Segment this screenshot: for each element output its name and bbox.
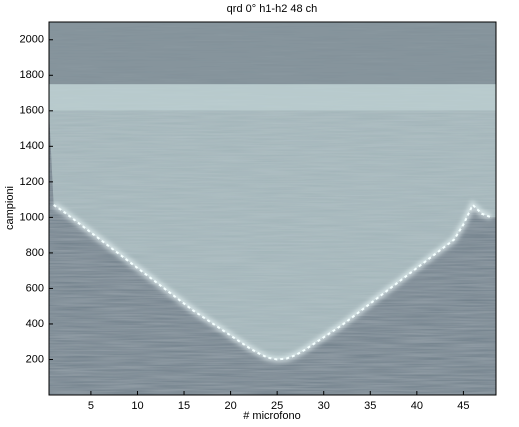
y-tick-label: 200 (26, 353, 44, 365)
y-tick-label: 1800 (20, 69, 44, 81)
y-tick-label: 1600 (20, 105, 44, 117)
y-tick-label: 800 (26, 247, 44, 259)
y-axis-label: campioni (4, 186, 16, 230)
y-tick-label: 400 (26, 318, 44, 330)
chart-title: qrd 0° h1-h2 48 ch (227, 3, 318, 15)
plot-area (49, 22, 496, 395)
x-tick-label: 35 (364, 400, 376, 412)
curve (53, 203, 492, 361)
x-tick-label: 15 (178, 400, 190, 412)
y-tick-label: 600 (26, 282, 44, 294)
x-axis-label: # microfono (243, 410, 300, 422)
x-tick-label: 10 (131, 400, 143, 412)
x-tick-label: 5 (88, 400, 94, 412)
y-tick-label: 1000 (20, 211, 44, 223)
x-tick-label: 20 (224, 400, 236, 412)
image-band (49, 84, 496, 111)
x-tick-label: 45 (457, 400, 469, 412)
x-tick-label: 40 (411, 400, 423, 412)
x-tick-label: 30 (318, 400, 330, 412)
image-band (49, 22, 496, 85)
image-region-texture (49, 110, 496, 395)
y-tick-label: 1400 (20, 140, 44, 152)
y-tick-label: 2000 (20, 34, 44, 46)
axes-frame (48, 21, 497, 396)
y-tick-label: 1200 (20, 176, 44, 188)
x-tick-label: 25 (271, 400, 283, 412)
